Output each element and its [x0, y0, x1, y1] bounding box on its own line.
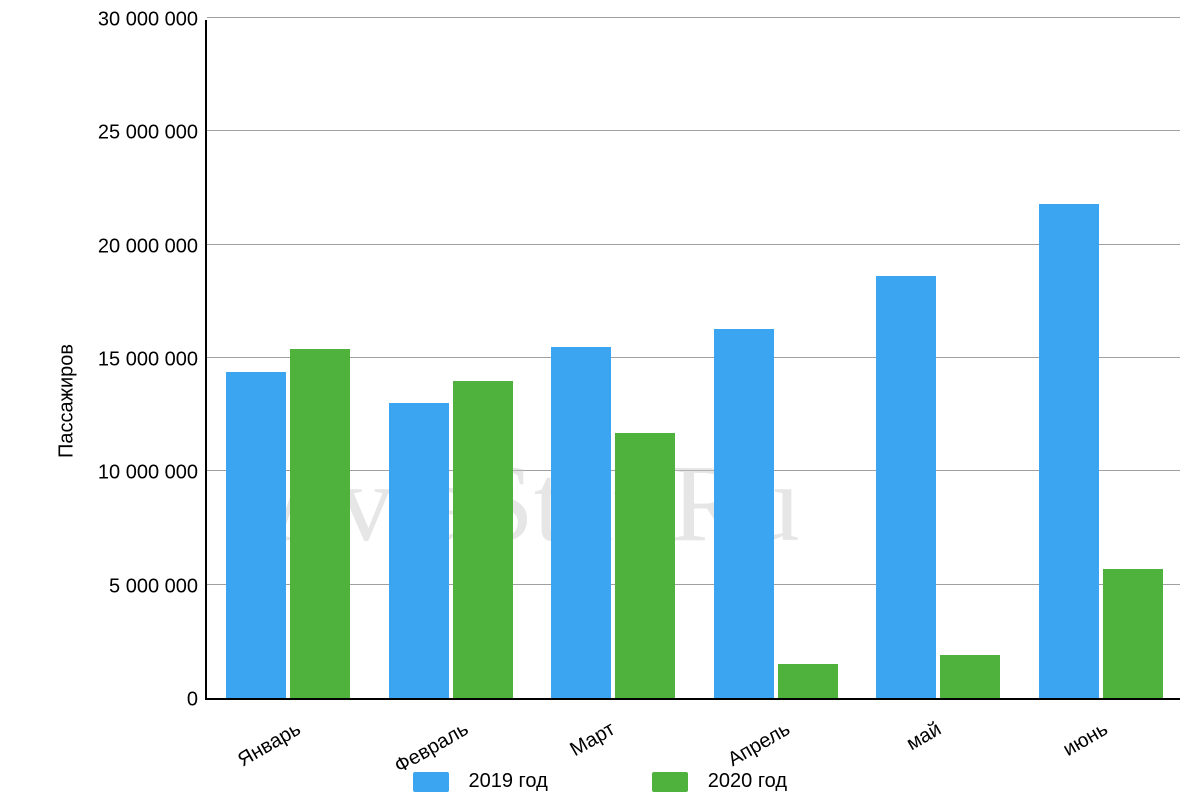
bars-layer: [207, 20, 1180, 698]
bar-2019: [714, 329, 774, 699]
legend-label: 2019 год: [469, 770, 548, 792]
y-tick-label: 15 000 000: [98, 349, 198, 372]
legend-swatch: [652, 772, 688, 792]
legend-label: 2020 год: [708, 770, 787, 792]
legend-swatch: [413, 772, 449, 792]
bar-2019: [389, 403, 449, 698]
y-tick-label: 30 000 000: [98, 9, 198, 32]
x-tick-label: май: [903, 718, 946, 756]
y-tick-label: 10 000 000: [98, 462, 198, 485]
bar-2019: [876, 276, 936, 698]
grid-line: [207, 17, 1180, 18]
y-tick-label: 5 000 000: [109, 575, 198, 598]
bar-2020: [1103, 569, 1163, 698]
x-tick-label: Апрель: [724, 718, 794, 772]
bar-2020: [615, 433, 675, 698]
bar-2020: [778, 664, 838, 698]
legend: 2019 год 2020 год: [0, 770, 1200, 793]
x-tick-label: Март: [566, 718, 619, 762]
y-tick-label: 20 000 000: [98, 235, 198, 258]
y-tick-label: 25 000 000: [98, 122, 198, 145]
bar-2019: [1039, 204, 1099, 698]
bar-2020: [940, 655, 1000, 698]
plot-area: AviaStat.Ru: [205, 20, 1180, 700]
bar-2020: [290, 349, 350, 698]
legend-item-2019: 2019 год: [413, 770, 548, 793]
x-tick-label: июнь: [1059, 718, 1112, 762]
y-tick-label: 0: [187, 689, 198, 712]
y-axis-label: Пассажиров: [56, 343, 79, 457]
bar-2019: [551, 347, 611, 698]
bar-2020: [453, 381, 513, 698]
chart-container: Пассажиров 0 5 000 000 10 000 000 15 000…: [0, 0, 1200, 801]
bar-2019: [226, 372, 286, 698]
legend-item-2020: 2020 год: [652, 770, 787, 793]
x-tick-label: Январь: [234, 718, 305, 772]
